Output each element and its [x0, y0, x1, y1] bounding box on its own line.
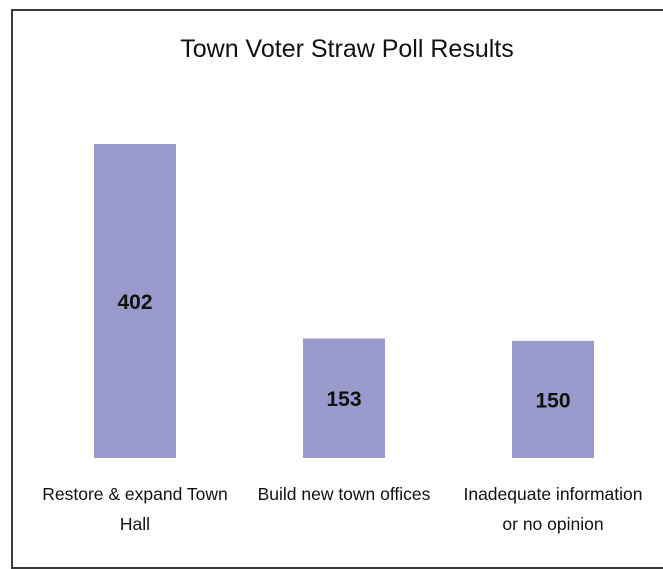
category-label-3-line-1: Inadequate information — [463, 484, 642, 504]
bar-3 — [512, 340, 594, 458]
bar-value-label-3: 150 — [535, 389, 570, 412]
category-label-3: Inadequate information or no opinion — [463, 484, 642, 534]
bar-value-label-2: 153 — [326, 388, 361, 411]
category-labels-layer: Restore & expand Town Hall Build new town … — [42, 484, 642, 534]
bar-2 — [303, 338, 385, 458]
category-label-2: Build new town offices — [258, 484, 431, 504]
value-labels-layer: 402 153 150 — [117, 291, 570, 412]
category-label-1: Restore & expand Town Hall — [42, 484, 228, 534]
bar-1 — [94, 144, 176, 458]
category-label-1-line-2: Hall — [120, 514, 150, 534]
category-label-3-line-2: or no opinion — [502, 514, 603, 534]
category-label-1-line-1: Restore & expand Town — [42, 484, 228, 504]
bar-value-label-1: 402 — [117, 291, 152, 314]
category-label-2-line-1: Build new town offices — [258, 484, 431, 504]
bars-layer — [94, 144, 594, 458]
chart-title: Town Voter Straw Poll Results — [180, 35, 513, 63]
